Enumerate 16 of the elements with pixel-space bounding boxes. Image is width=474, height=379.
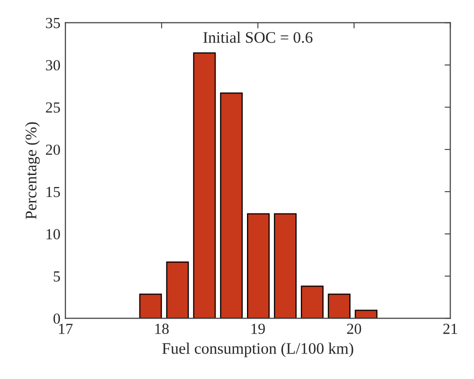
y-tick-label: 10 — [46, 229, 60, 240]
y-axis-title: Percentage (%) — [25, 122, 40, 220]
annotation: Initial SOC = 0.6 — [203, 32, 312, 43]
x-tick-label: 20 — [347, 324, 362, 334]
y-tick-label: 15 — [46, 186, 60, 198]
x-tick-label: 19 — [252, 324, 265, 334]
y-tick-label: 5 — [54, 271, 60, 282]
y-tick-label: 20 — [46, 144, 60, 155]
y-tick-label: 30 — [46, 60, 60, 70]
x-tick-label: 17 — [59, 324, 73, 334]
y-tick-label: 35 — [46, 18, 60, 28]
x-tick-label: 18 — [155, 324, 169, 334]
x-tick-label: 21 — [443, 324, 458, 334]
y-tick-label: 0 — [53, 314, 60, 324]
y-tick-label: 25 — [46, 102, 60, 113]
x-axis-title: Fuel consumption (L/100 km) — [162, 342, 354, 358]
